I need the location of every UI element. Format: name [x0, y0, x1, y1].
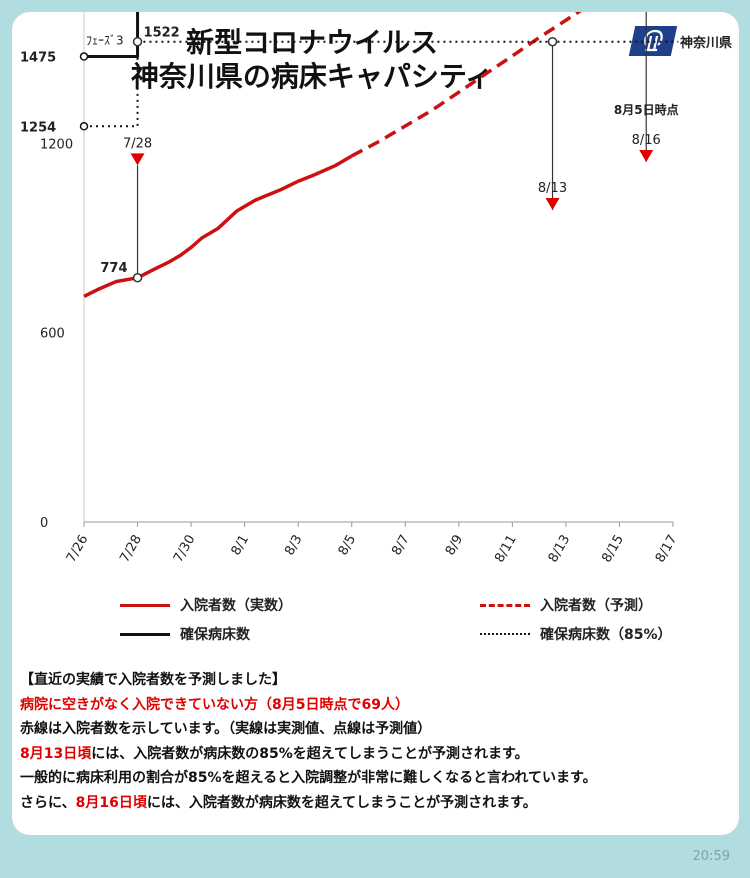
marker-point	[132, 36, 143, 47]
notes-general: 一般的に病床利用の割合が85%を超えると入院調整が非常に難しくなると言われていま…	[20, 770, 597, 786]
notes-100-forecast: さらに、8月16日頃には、入院者数が病床数を超えてしまうことが予測されます。	[20, 791, 735, 816]
marker-triangle	[639, 150, 654, 162]
series-line-0	[83, 154, 353, 298]
series-line-1	[350, 12, 582, 158]
series-start-point	[79, 52, 89, 61]
notes-heading: 【直近の実績で入院者数を予測しました】	[20, 672, 286, 688]
x-tick-label: 7/26	[64, 533, 92, 566]
chart-legend: 入院者数（実数） 入院者数（予測） 確保病床数 確保病床数（85%）	[12, 590, 739, 650]
x-tick-label: 8/5	[336, 533, 359, 559]
legend-actual-swatch	[120, 604, 170, 607]
notes-100-text: には、入院者数が病床数を超えてしまうことが予測されます。	[146, 794, 537, 811]
marker-date-label: 8/16	[632, 133, 661, 148]
marker-point	[547, 36, 558, 47]
chart-title-line2: 神奈川県の病床キャパシティ	[130, 60, 494, 93]
notes-line-legend: 赤線は入院者数を示しています。（実線は実測値、点線は予測値）	[20, 721, 432, 737]
x-tick-label: 8/7	[389, 533, 412, 559]
legend-forecast-swatch	[480, 604, 530, 607]
legend-forecast-label: 入院者数（予測）	[540, 598, 652, 614]
x-tick-label: 8/13	[546, 533, 574, 566]
marker-point	[132, 273, 143, 283]
legend-actual-label: 入院者数（実数）	[180, 598, 292, 614]
x-tick-label: 7/30	[171, 533, 199, 566]
bed-capacity-chart: 0600120018007/267/287/308/18/38/58/78/98…	[20, 12, 681, 566]
x-tick-label: 8/11	[492, 533, 520, 566]
notes-85-date: 8月13日頃	[20, 745, 92, 762]
notes-100-date: 8月16日頃	[75, 794, 147, 811]
x-tick-label: 7/28	[117, 533, 145, 566]
marker-date-label: 8/13	[538, 181, 567, 196]
value-label-1254: 1254	[20, 120, 56, 135]
y-tick-label: 0	[40, 516, 48, 531]
y-tick-label: 600	[40, 327, 65, 342]
message-timestamp: 20:59	[692, 849, 730, 864]
y-tick-label: 1200	[40, 137, 73, 152]
marker-triangle	[130, 153, 145, 166]
phase3-label: ﾌｪｰｽﾞ3	[86, 34, 124, 48]
value-label-774: 774	[100, 261, 127, 276]
legend-beds85-label: 確保病床数（85%）	[540, 627, 672, 643]
prefecture-name: 神奈川県	[680, 36, 733, 51]
notes-100-pre: さらに、	[20, 794, 76, 811]
legend-beds85-swatch	[480, 633, 530, 635]
notes-waiting-patients: 病院に空きがなく入院できていない方（8月5日時点で69人）	[20, 696, 409, 713]
x-tick-label: 8/9	[443, 533, 466, 559]
value-label-1522: 1522	[144, 26, 180, 41]
x-tick-label: 8/1	[229, 533, 252, 559]
message-bubble[interactable]: 新型コロナウイルス 神奈川県の病床キャパシティ 神奈川県 06001200180…	[12, 12, 739, 835]
as-of-label: 8月5日時点	[614, 102, 679, 117]
x-tick-label: 8/17	[653, 533, 681, 566]
notes-85-text: には、入院者数が病床数の85%を超えてしまうことが予測されます。	[91, 745, 529, 762]
legend-beds-swatch	[120, 633, 170, 636]
series-line-2	[84, 12, 140, 59]
series-line-3	[84, 40, 679, 128]
explanation-notes: 【直近の実績で入院者数を予測しました】 病院に空きがなく入院できていない方（8月…	[20, 668, 735, 815]
marker-triangle	[545, 198, 560, 210]
series-start-point	[79, 122, 89, 131]
notes-85-forecast: 8月13日頃には、入院者数が病床数の85%を超えてしまうことが予測されます。	[20, 742, 735, 767]
marker-date-label: 7/28	[123, 136, 152, 151]
value-label-1475: 1475	[20, 51, 56, 66]
x-tick-label: 8/3	[282, 533, 305, 559]
x-tick-label: 8/15	[599, 533, 627, 566]
legend-beds-label: 確保病床数	[180, 627, 250, 643]
